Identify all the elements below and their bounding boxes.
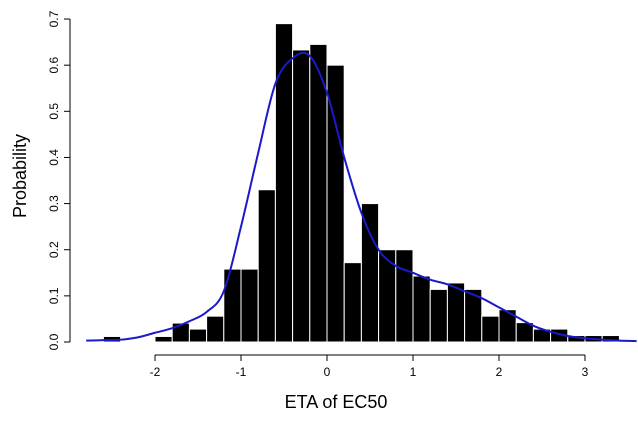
x-axis-label: ETA of EC50 <box>285 392 388 412</box>
y-tick-label: 0.5 <box>47 103 61 120</box>
histogram-bar <box>343 262 362 343</box>
histogram-bar <box>412 275 431 343</box>
x-tick-label: -2 <box>150 365 161 379</box>
histogram-bar <box>274 23 294 343</box>
y-tick-label: 0.7 <box>47 10 61 27</box>
histogram-bar <box>188 328 208 343</box>
histogram-bar <box>154 335 173 343</box>
y-tick-label: 0.4 <box>47 149 61 166</box>
y-ticks-group: 0.0 0.1 0.2 0.3 0.4 0.5 0.6 0.7 <box>47 10 70 350</box>
y-axis-label: Probability <box>10 134 30 218</box>
histogram-bar <box>206 315 225 343</box>
histogram-bar <box>309 43 328 343</box>
histogram-bar <box>446 282 466 343</box>
histogram-bar <box>292 49 311 343</box>
histogram-bar <box>240 268 259 343</box>
y-tick-label: 0.1 <box>47 287 61 304</box>
histogram-bar <box>429 288 448 343</box>
y-tick-label: 0.6 <box>47 56 61 73</box>
y-tick-label: 0.2 <box>47 241 61 258</box>
x-tick-label: 1 <box>410 365 417 379</box>
y-tick-label: 0.0 <box>47 333 61 350</box>
histogram-bar <box>360 203 380 343</box>
density-curve <box>86 51 637 343</box>
x-tick-label: 3 <box>582 365 589 379</box>
y-tick-label: 0.3 <box>47 195 61 212</box>
histogram-bar <box>223 268 242 343</box>
x-tick-label: 2 <box>496 365 503 379</box>
x-tick-label: -1 <box>236 365 247 379</box>
histogram-bar <box>395 249 414 343</box>
x-ticks-group: -2 -1 0 1 2 3 <box>150 355 589 379</box>
x-tick-label: 0 <box>324 365 331 379</box>
histogram-bar <box>481 315 500 343</box>
histogram-bar <box>257 189 276 343</box>
histogram-bar <box>326 64 345 343</box>
bars-group <box>102 23 620 343</box>
